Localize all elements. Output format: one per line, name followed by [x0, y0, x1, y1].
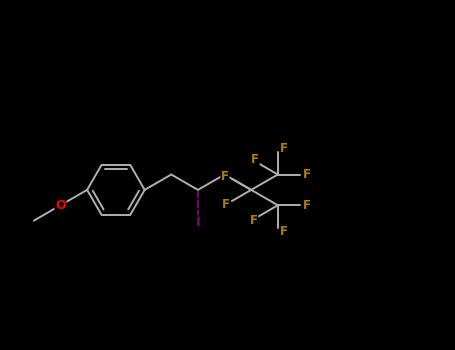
Text: I: I — [196, 216, 200, 229]
Text: F: F — [249, 214, 258, 227]
Text: F: F — [303, 199, 311, 212]
Text: F: F — [251, 153, 259, 166]
Text: F: F — [280, 142, 288, 155]
Text: F: F — [303, 168, 311, 181]
Text: F: F — [222, 197, 230, 210]
Text: F: F — [280, 225, 288, 238]
Text: O: O — [55, 199, 66, 212]
Text: F: F — [221, 170, 229, 183]
